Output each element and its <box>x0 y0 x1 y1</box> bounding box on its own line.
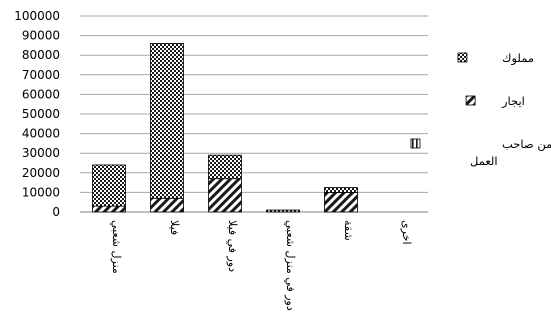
bar-segment <box>208 178 242 213</box>
y-tick-label: 70000 <box>22 68 60 82</box>
bar-segment <box>150 197 184 213</box>
bar-segment <box>324 191 358 213</box>
legend-label: مملوك <box>502 51 534 66</box>
y-tick-label: 10000 <box>22 185 60 199</box>
category-label: دور في منزل شعبي <box>284 220 297 311</box>
y-tick-label: 20000 <box>22 166 60 180</box>
y-tick-label: 60000 <box>22 87 60 101</box>
y-tick-label: 30000 <box>22 146 60 160</box>
bar-segment <box>208 154 242 180</box>
y-tick-label: 40000 <box>22 127 60 141</box>
bar-segment <box>150 43 184 199</box>
x-axis: منزل شعبي فيلا دور في فيلا دور في منزل شعبي… <box>110 220 413 311</box>
category-label: شقة <box>342 220 355 241</box>
y-axis: 0 10000 20000 30000 40000 50000 60000 70000 8000… <box>14 9 60 219</box>
y-tick-label: 80000 <box>22 48 60 62</box>
y-tick-label: 100000 <box>14 9 60 23</box>
bar-segment <box>92 205 126 213</box>
y-tick-label: 50000 <box>22 107 60 121</box>
legend-swatch <box>465 95 476 106</box>
category-label: اخرى <box>400 220 413 245</box>
bars <box>92 43 358 213</box>
category-label: منزل شعبي <box>110 220 123 274</box>
legend-swatch <box>457 52 468 63</box>
bar-segment <box>92 164 126 207</box>
y-tick-label: 90000 <box>22 29 60 43</box>
bar-segment <box>324 187 358 193</box>
category-label: دور في فيلا <box>226 220 239 272</box>
grid-lines <box>80 15 428 213</box>
category-label: فيلا <box>168 220 181 235</box>
y-tick-label: 0 <box>52 205 60 219</box>
legend-label: ايجار <box>501 94 525 109</box>
legend-swatch <box>410 138 421 149</box>
bar-segment <box>266 209 300 213</box>
